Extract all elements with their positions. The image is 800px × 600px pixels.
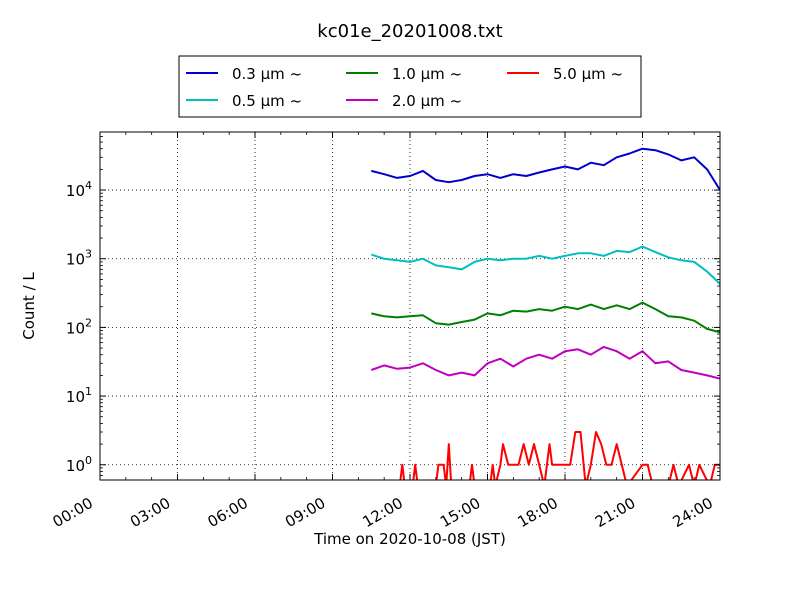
legend-label-4: 5.0 μm ~ bbox=[553, 65, 623, 83]
legend-label-3: 2.0 μm ~ bbox=[392, 92, 462, 110]
legend: 0.3 μm ~ 1.0 μm ~ 5.0 μm ~ 0.5 μm ~ 2.0 μm ~ bbox=[179, 56, 641, 117]
legend-label-1: 0.5 μm ~ bbox=[232, 92, 302, 110]
chart: kc01e_20201008.txt 00:00 03:00 06:00 09:00 1… bbox=[0, 0, 800, 600]
legend-label-2: 1.0 μm ~ bbox=[392, 65, 462, 83]
y-axis-title: Count / L bbox=[20, 272, 38, 340]
chart-title: kc01e_20201008.txt bbox=[317, 21, 502, 42]
x-axis-title: Time on 2020-10-08 (JST) bbox=[313, 530, 506, 548]
legend-label-0: 0.3 μm ~ bbox=[232, 65, 302, 83]
